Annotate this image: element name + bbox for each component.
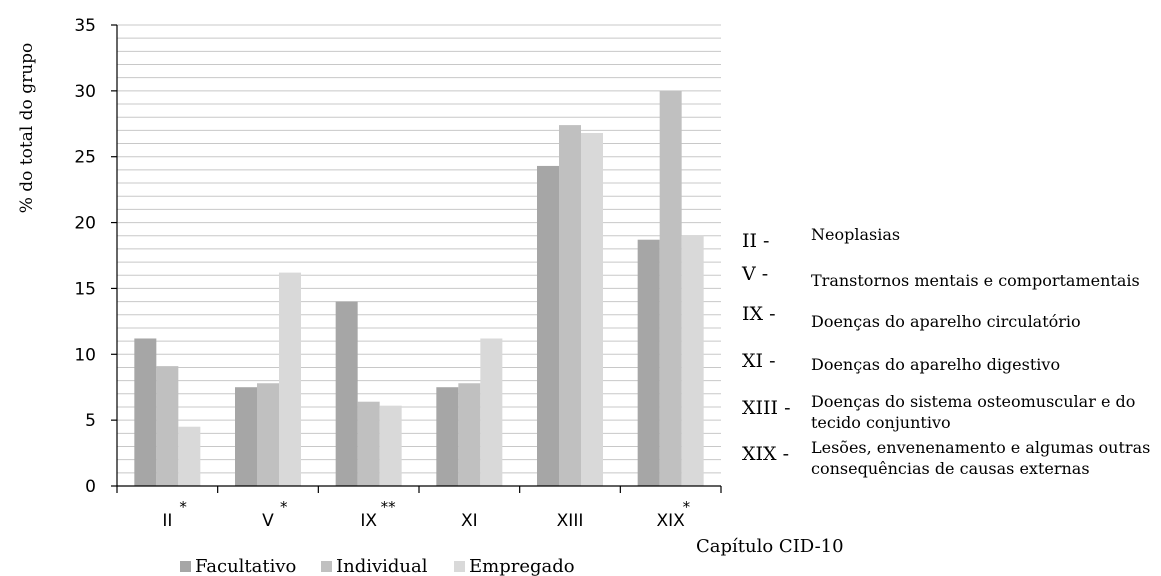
- bar-facultativo-xiii: [537, 165, 559, 487]
- x-category-labels: II*V*IX**XI XIII XIX*: [162, 498, 690, 531]
- significance-mark: **: [381, 498, 397, 516]
- x-axis-label: Capítulo CID-10: [696, 536, 844, 557]
- key-code: IX -: [742, 303, 776, 325]
- x-tick-label: II: [162, 511, 172, 531]
- bar-facultativo-v: [235, 387, 257, 486]
- bar-individual-xiii: [559, 125, 581, 487]
- bar-facultativo-ix: [335, 301, 358, 486]
- significance-mark: *: [179, 498, 187, 516]
- legend-swatch: [454, 561, 465, 572]
- bar-facultativo-xix: [637, 239, 660, 486]
- legend-label: Empregado: [469, 556, 575, 576]
- y-axis-label: % do total do grupo: [17, 43, 37, 214]
- y-tick-label: 5: [85, 411, 96, 431]
- key-code: XIX -: [742, 443, 789, 465]
- bar-empregado-ii: [178, 426, 201, 486]
- x-tick-label: IX: [360, 511, 377, 531]
- bar-individual-xi: [458, 383, 481, 486]
- legend: Facultativo Individual Empregado: [180, 556, 575, 576]
- significance-mark: *: [683, 498, 691, 516]
- bar-empregado-xiii: [581, 133, 603, 486]
- chapter-key: II - Neoplasias V - Transtornos mentais e c…: [741, 225, 1150, 478]
- grid-lines: [117, 24, 721, 474]
- y-tick-label: 35: [74, 16, 96, 36]
- y-tick-label: 20: [74, 214, 96, 234]
- bar-facultativo-xi: [436, 387, 459, 486]
- bar-individual-ii: [156, 366, 179, 486]
- x-tick-label: XI: [461, 511, 478, 531]
- x-tick-label: V: [262, 511, 274, 531]
- y-tick-label: 30: [74, 82, 96, 102]
- bars: [134, 90, 704, 487]
- x-tick-label: XIX: [657, 511, 686, 531]
- key-description: Doenças do aparelho digestivo: [811, 355, 1060, 374]
- bar-empregado-v: [279, 272, 301, 486]
- significance-mark: *: [280, 498, 288, 516]
- key-description: Transtornos mentais e comportamentais: [811, 271, 1140, 290]
- key-code: V -: [741, 263, 768, 285]
- bar-empregado-xi: [480, 338, 503, 486]
- legend-label: Individual: [336, 556, 428, 576]
- bar-empregado-xix: [681, 235, 704, 486]
- legend-swatch: [321, 561, 332, 572]
- key-code: XI -: [742, 350, 776, 372]
- y-tick-label: 10: [74, 345, 96, 365]
- bar-individual-v: [257, 383, 279, 486]
- key-description: Lesões, envenenamento e algumas outras co…: [811, 438, 1150, 478]
- key-description: Neoplasias: [811, 225, 900, 244]
- y-tick-label: 15: [74, 279, 96, 299]
- y-tick-label: 0: [85, 477, 96, 497]
- key-description: Doenças do aparelho circulatório: [811, 312, 1081, 331]
- key-code: II -: [742, 230, 769, 252]
- bar-facultativo-ii: [134, 338, 157, 486]
- key-code: XIII -: [742, 397, 791, 419]
- bar-empregado-ix: [379, 405, 402, 486]
- legend-label: Facultativo: [195, 556, 296, 576]
- bar-individual-ix: [357, 401, 380, 486]
- legend-swatch: [180, 561, 191, 572]
- y-tick-label: 25: [74, 148, 96, 168]
- bar-individual-xix: [659, 90, 682, 486]
- axes: [111, 24, 722, 493]
- x-tick-label: XIII: [557, 511, 584, 531]
- y-tick-labels: 0 5 10 15 20 25 30 35: [74, 16, 96, 497]
- key-description: Doenças do sistema osteomuscular e do tec…: [811, 392, 1135, 432]
